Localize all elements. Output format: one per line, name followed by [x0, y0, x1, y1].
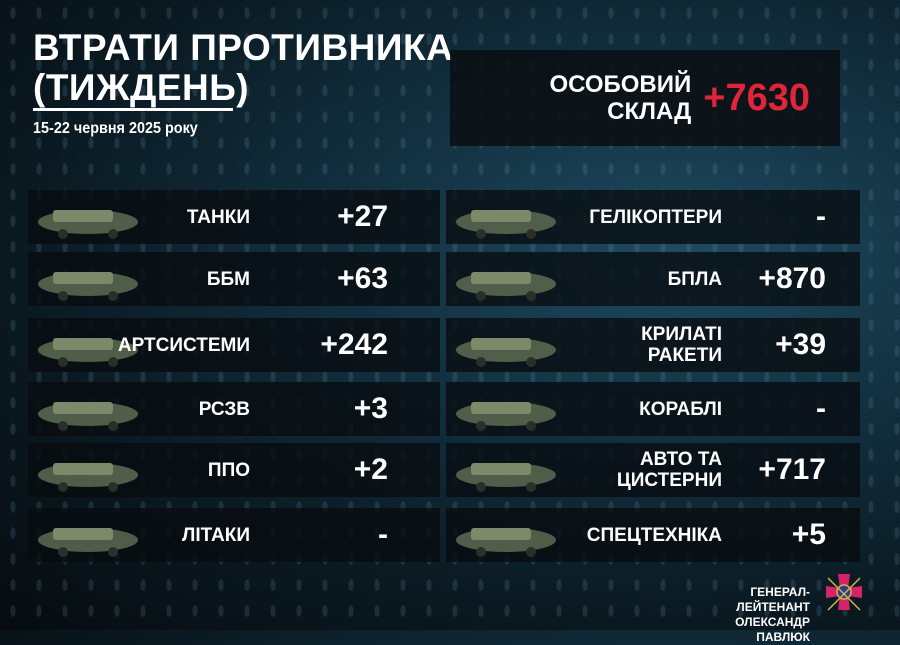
- row-drone: БПЛА +870: [446, 252, 860, 306]
- row-armored-vehicle: ББМ +63: [28, 252, 440, 306]
- row-truck: АВТО ТА ЦИСТЕРНИ +717: [446, 443, 860, 497]
- row-warship: КОРАБЛІ -: [446, 382, 860, 436]
- row-helicopter: ГЕЛІКОПТЕРИ -: [446, 190, 860, 244]
- category-label: АРТСИСТЕМИ: [117, 334, 250, 356]
- row-air-defense: ППО +2: [28, 443, 440, 497]
- armed-forces-emblem-icon: [826, 574, 862, 611]
- personnel-label-line: ОСОБОВИЙ: [549, 71, 692, 98]
- category-value: +5: [791, 518, 826, 551]
- signature-line: ОЛЕКСАНДР ПАВЛЮК: [735, 615, 810, 644]
- signature: ГЕНЕРАЛ-ЛЕЙТЕНАНТ ОЛЕКСАНДР ПАВЛЮК: [680, 585, 810, 645]
- category-value: +242: [320, 328, 388, 361]
- title-line: ВТРАТИ ПРОТИВНИКА: [33, 27, 454, 68]
- row-cruise-missile: КРИЛАТІ РАКЕТИ +39: [446, 318, 860, 372]
- category-value: -: [816, 392, 826, 425]
- row-artillery: АРТСИСТЕМИ +242: [28, 318, 440, 372]
- category-label-line: КРИЛАТІ: [641, 324, 722, 345]
- category-label: КОРАБЛІ: [639, 398, 722, 420]
- category-label: ГЕЛІКОПТЕРИ: [589, 206, 722, 228]
- helicopter-icon: [456, 210, 556, 239]
- row-tank: ТАНКИ +27: [28, 190, 440, 244]
- category-value: +39: [775, 328, 826, 361]
- category-value: +3: [353, 392, 388, 425]
- category-label: РСЗВ: [198, 398, 250, 420]
- category-label: ППО: [207, 459, 250, 481]
- category-value: -: [378, 518, 388, 551]
- armored-vehicle-icon: [38, 272, 138, 301]
- category-label: ТАНКИ: [186, 206, 250, 228]
- category-value: +2: [353, 453, 388, 486]
- row-aircraft: ЛІТАКИ -: [28, 508, 440, 562]
- category-label-line: АВТО ТА: [639, 449, 722, 470]
- date-range: 15-22 червня 2025 року: [33, 120, 198, 137]
- mlrs-icon: [38, 402, 138, 431]
- personnel-label: ОСОБОВИЙ СКЛАД: [549, 71, 691, 125]
- category-label: КРИЛАТІ РАКЕТИ: [641, 324, 722, 366]
- category-label: ББМ: [206, 268, 250, 290]
- category-value: +63: [337, 262, 388, 295]
- category-label: БПЛА: [667, 268, 722, 290]
- personnel-panel: ОСОБОВИЙ СКЛАД +7630: [450, 50, 840, 146]
- category-label-line: РАКЕТИ: [647, 345, 722, 366]
- row-mlrs: РСЗВ +3: [28, 382, 440, 436]
- personnel-label-line: СКЛАД: [607, 98, 692, 125]
- category-label: СПЕЦТЕХНІКА: [586, 524, 722, 546]
- category-value: -: [816, 200, 826, 233]
- tank-icon: [38, 210, 138, 239]
- cruise-missile-icon: [456, 338, 556, 367]
- personnel-value: +7630: [703, 76, 810, 119]
- category-value: +717: [758, 453, 826, 486]
- category-value: +27: [337, 200, 388, 233]
- warship-icon: [456, 402, 556, 431]
- title-line: (ТИЖДЕНЬ): [33, 67, 250, 108]
- drone-icon: [456, 272, 556, 301]
- aircraft-icon: [38, 528, 138, 557]
- air-defense-icon: [38, 463, 138, 492]
- row-special-equipment: СПЕЦТЕХНІКА +5: [446, 508, 860, 562]
- title-underline: [33, 108, 233, 111]
- artillery-icon: [38, 338, 138, 367]
- signature-line: ГЕНЕРАЛ-ЛЕЙТЕНАНТ: [736, 585, 810, 614]
- category-label: АВТО ТА ЦИСТЕРНИ: [617, 449, 722, 491]
- special-equipment-icon: [456, 528, 556, 557]
- category-value: +870: [758, 262, 826, 295]
- category-label: ЛІТАКИ: [182, 524, 250, 546]
- truck-icon: [456, 463, 556, 492]
- page-title: ВТРАТИ ПРОТИВНИКА (ТИЖДЕНЬ): [33, 28, 453, 108]
- category-label-line: ЦИСТЕРНИ: [616, 470, 722, 491]
